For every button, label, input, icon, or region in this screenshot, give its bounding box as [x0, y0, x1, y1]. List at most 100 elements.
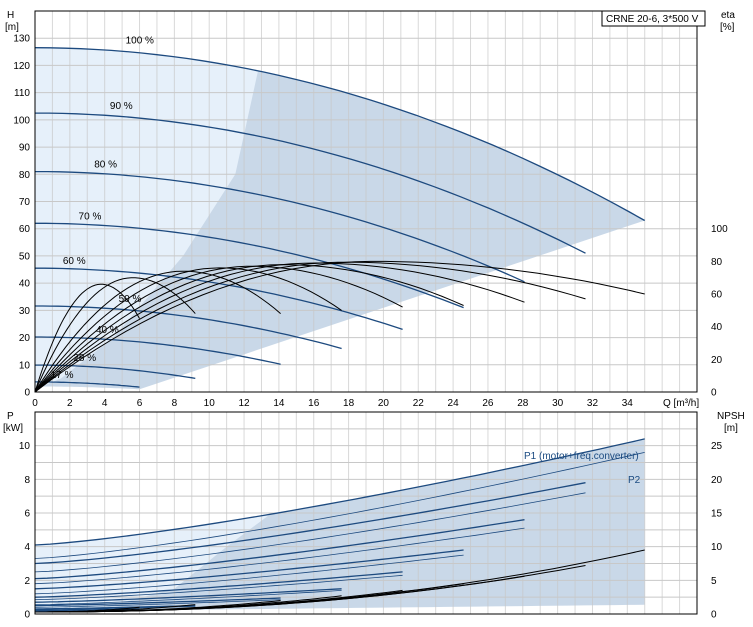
- h-tick-label: 100: [13, 115, 30, 126]
- h-axis-unit: [m]: [5, 22, 19, 33]
- npsh-tick-label: 5: [711, 576, 717, 587]
- efficiency-curve-3: [34, 264, 464, 393]
- h-tick-label: 20: [19, 333, 31, 344]
- x-tick-label: 2: [67, 398, 73, 409]
- pump-plot-frame: [34, 10, 698, 393]
- h-tick-label: 30: [19, 306, 31, 317]
- x-tick-label: 26: [482, 398, 494, 409]
- speed-curve-40: [35, 336, 281, 365]
- p1-series-label: P1 (motor+freq.converter): [524, 451, 639, 462]
- x-tick-label: 28: [517, 398, 529, 409]
- efficiency-curve-1: [34, 261, 586, 393]
- eta-tick-label: 0: [711, 388, 717, 399]
- h-tick-label: 90: [19, 143, 31, 154]
- efficiency-curve-7: [34, 277, 196, 393]
- h-tick-label: 80: [19, 170, 31, 181]
- x-tick-label: 12: [238, 398, 250, 409]
- h-tick-label: 120: [13, 61, 30, 72]
- h-tick-label: 0: [24, 388, 30, 399]
- x-tick-label: 22: [413, 398, 425, 409]
- h-axis-label: H: [7, 10, 14, 21]
- x-tick-label: 10: [204, 398, 216, 409]
- product-label-box: [601, 10, 706, 27]
- p2-curve-2: [34, 527, 525, 585]
- npsh-tick-label: 10: [711, 542, 723, 553]
- speed-label-90: 90 %: [110, 101, 133, 112]
- h-tick-label: 130: [13, 34, 30, 45]
- p-tick-label: 2: [24, 576, 30, 587]
- speed-label-50: 50 %: [119, 294, 142, 305]
- h-tick-label: 50: [19, 251, 31, 262]
- eta-tick-label: 100: [711, 224, 728, 235]
- pump-curve-panel: 100 %90 %80 %70 %60 %50 %40 %28 %17 %0 2 4…: [13, 10, 728, 409]
- p-tick-label: 8: [24, 475, 30, 486]
- p1-curve-5: [34, 588, 342, 603]
- speed-curve-100: [34, 47, 646, 222]
- speed-curve-70: [35, 222, 464, 309]
- speed-curve-90: [35, 112, 586, 254]
- p2-series-label: P2: [628, 475, 641, 486]
- speed-label-70: 70 %: [79, 211, 102, 222]
- p1-curve-4: [34, 571, 403, 598]
- npsh-tick-label: 20: [711, 475, 723, 486]
- eta-tick-label: 80: [711, 257, 723, 268]
- speed-label-40: 40 %: [96, 325, 119, 336]
- p2-curve-3: [34, 554, 464, 595]
- x-tick-label: 18: [343, 398, 355, 409]
- h-tick-label: 40: [19, 279, 31, 290]
- p2-curve-0: [34, 452, 645, 559]
- npsh-axis-label: NPSH: [717, 411, 745, 422]
- x-tick-label: 14: [273, 398, 285, 409]
- p2-curve-4: [34, 574, 403, 601]
- efficiency-curve-4: [34, 265, 403, 393]
- speed-label-28: 28 %: [73, 353, 96, 364]
- npsh-tick-label: 0: [711, 610, 717, 621]
- x-tick-label: 4: [102, 398, 108, 409]
- eta-tick-label: 60: [711, 290, 723, 301]
- eta-tick-label: 20: [711, 355, 723, 366]
- p2-curve-1: [34, 492, 586, 573]
- h-tick-label: 70: [19, 197, 31, 208]
- npsh-tick-label: 15: [711, 509, 723, 520]
- power-plot-frame: [34, 411, 698, 615]
- efficiency-curve-6: [34, 270, 281, 393]
- power-npsh-panel: 0 2 4 6 8 10 0 5 10 15 20 25: [19, 411, 723, 621]
- h-tick-label: 10: [19, 360, 31, 371]
- p1-curve-0: [34, 438, 645, 546]
- speed-curve-80: [35, 170, 525, 283]
- p2-curve-5: [34, 590, 342, 606]
- npsh-curve-8: [35, 606, 140, 613]
- p2-curve-6: [34, 599, 281, 608]
- p1-curve-2: [34, 519, 525, 580]
- x-tick-label: 20: [378, 398, 390, 409]
- x-tick-label: 30: [552, 398, 564, 409]
- p1-curve-3: [34, 549, 464, 590]
- h-tick-label: 60: [19, 224, 31, 235]
- low-flow-area: [35, 47, 258, 390]
- x-tick-label: 32: [587, 398, 599, 409]
- npsh-axis-unit: [m]: [724, 423, 738, 434]
- p-tick-label: 10: [19, 441, 31, 452]
- speed-label-17: 17 %: [51, 370, 74, 381]
- power-low-flow-area: [35, 514, 271, 612]
- speed-label-60: 60 %: [63, 256, 86, 267]
- p-tick-label: 6: [24, 509, 30, 520]
- npsh-tick-label: 25: [711, 441, 723, 452]
- p1-curve-7: [34, 604, 196, 610]
- eta-axis-label: eta: [721, 10, 735, 21]
- eta-axis-unit: [%]: [720, 22, 735, 33]
- efficiency-curve-8: [34, 283, 140, 393]
- speed-label-100: 100 %: [126, 36, 154, 47]
- p1-curve-6: [34, 597, 281, 607]
- x-tick-label: 24: [448, 398, 460, 409]
- p-tick-label: 4: [24, 542, 30, 553]
- x-tick-label: 6: [137, 398, 143, 409]
- p-axis-label: P: [7, 411, 14, 422]
- speed-curve-17: [35, 381, 140, 388]
- eta-tick-label: 40: [711, 322, 723, 333]
- speed-label-80: 80 %: [94, 160, 117, 171]
- p-tick-label: 0: [24, 610, 30, 621]
- x-tick-label: 16: [308, 398, 320, 409]
- product-label: CRNE 20-6, 3*500 V: [606, 14, 699, 25]
